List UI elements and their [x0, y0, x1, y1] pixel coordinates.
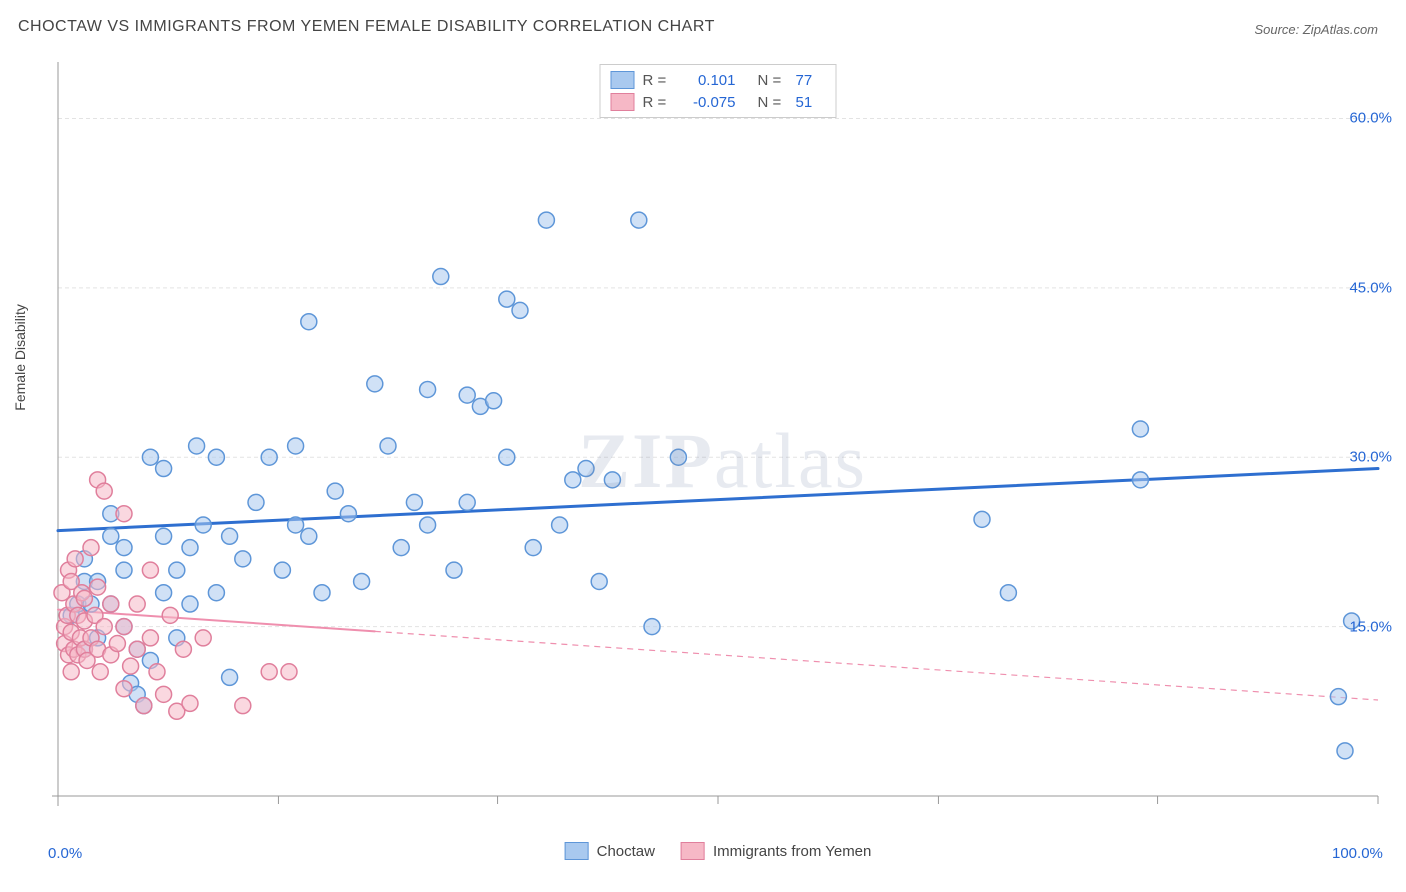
y-tick-label: 30.0% — [1349, 449, 1392, 466]
r-value-yemen: -0.075 — [681, 94, 736, 111]
y-axis-label: Female Disability — [12, 304, 28, 411]
legend-label-yemen: Immigrants from Yemen — [713, 843, 871, 860]
swatch-yemen-icon — [681, 842, 705, 860]
legend-label-choctaw: Choctaw — [597, 843, 655, 860]
n-label: N = — [758, 94, 788, 111]
n-label: N = — [758, 72, 788, 89]
legend-row-choctaw: R = 0.101 N = 77 — [611, 69, 826, 91]
correlation-legend: R = 0.101 N = 77 R = -0.075 N = 51 — [600, 64, 837, 118]
y-tick-label: 60.0% — [1349, 110, 1392, 127]
legend-item-yemen: Immigrants from Yemen — [681, 842, 871, 860]
source-attribution: Source: ZipAtlas.com — [1254, 22, 1378, 37]
legend-row-yemen: R = -0.075 N = 51 — [611, 91, 826, 113]
r-label: R = — [643, 94, 673, 111]
x-min-label: 0.0% — [48, 845, 82, 862]
n-value-yemen: 51 — [796, 94, 826, 111]
x-max-label: 100.0% — [1332, 845, 1383, 862]
scatter-plot — [48, 56, 1388, 816]
r-label: R = — [643, 72, 673, 89]
series-legend: Choctaw Immigrants from Yemen — [565, 842, 872, 860]
chart-container: Female Disability ZIPatlas R = 0.101 N =… — [48, 56, 1388, 856]
r-value-choctaw: 0.101 — [681, 72, 736, 89]
swatch-yemen — [611, 93, 635, 111]
legend-item-choctaw: Choctaw — [565, 842, 655, 860]
swatch-choctaw — [611, 71, 635, 89]
chart-title: CHOCTAW VS IMMIGRANTS FROM YEMEN FEMALE … — [18, 18, 715, 36]
n-value-choctaw: 77 — [796, 72, 826, 89]
swatch-choctaw-icon — [565, 842, 589, 860]
y-tick-label: 45.0% — [1349, 279, 1392, 296]
y-tick-label: 15.0% — [1349, 618, 1392, 635]
